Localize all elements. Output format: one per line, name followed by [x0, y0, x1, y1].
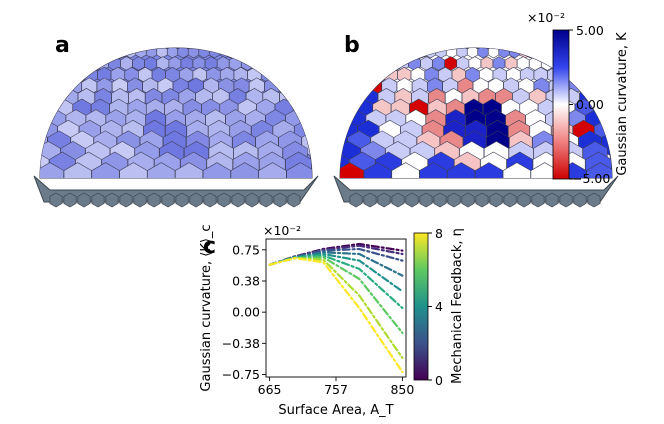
curvature-colorbar: 5.00 0.00 −5.00 ×10⁻² Gaussian curvature… [527, 10, 630, 186]
colorbar-k-exponent: ×10⁻² [527, 10, 565, 25]
y-tick-label: 0.00 [232, 305, 260, 320]
colorbar-k-label: Gaussian curvature, K [615, 32, 630, 176]
y-tick-label: −0.75 [222, 367, 260, 382]
series-line-eta-6 [268, 256, 404, 334]
panel-label-a: a [55, 33, 70, 58]
x-axis-label: Surface Area, A_T [278, 403, 393, 418]
series-line-eta-5 [268, 254, 404, 310]
series-line-eta-8 [268, 256, 404, 374]
chart-series-group [268, 242, 404, 374]
colorbar-k-tick-mid: 0.00 [576, 97, 604, 112]
y-axis-exponent: ×10⁻² [263, 223, 301, 238]
colorbar-eta-tick-min: 0 [435, 373, 443, 388]
y-tick-label: −0.38 [222, 336, 260, 351]
panel-label-c: c [203, 234, 216, 259]
y-tick-label: 0.75 [232, 242, 260, 257]
feedback-colorbar: 8 4 0 Mechanical Feedback, η [413, 226, 465, 388]
y-axis-label: Gaussian curvature, ⟨K⟩_c [199, 224, 214, 391]
colorbar-eta-label: Mechanical Feedback, η [450, 228, 465, 384]
dome-a-illustration [33, 47, 319, 208]
colorbar-k-tick-max: 5.00 [576, 23, 604, 38]
curvature-chart: 0.75 0.38 0.00 −0.38 −0.75 665 757 850 ×10⁻² G… [199, 223, 414, 418]
x-tick-label: 850 [390, 382, 414, 397]
panel-label-b: b [344, 33, 360, 58]
colorbar-eta-tick-mid: 4 [435, 299, 443, 314]
y-tick-label: 0.38 [232, 273, 260, 288]
series-line-eta-2 [268, 247, 404, 266]
colorbar-eta-tick-max: 8 [435, 226, 443, 241]
colorbar-k-tick-min: −5.00 [572, 171, 610, 186]
x-tick-label: 757 [324, 382, 348, 397]
x-tick-label: 665 [258, 382, 282, 397]
